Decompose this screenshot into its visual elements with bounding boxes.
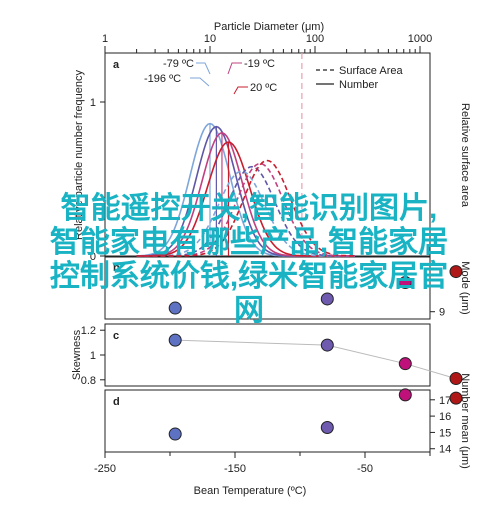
annotation-minus79: -79 ºC xyxy=(163,58,194,70)
legend-surface-area-label: Surface Area xyxy=(339,65,403,77)
panel-c-frame xyxy=(104,323,431,387)
annotation-leader-20 xyxy=(233,86,248,95)
panel-d-right-tick-label-0: 14 xyxy=(439,444,451,456)
panel-b-point-2 xyxy=(398,276,412,290)
panel-d-point-3 xyxy=(449,391,463,405)
bottom-tick-label-2: -50 xyxy=(357,463,373,475)
top-tick-label-0: 1 xyxy=(102,33,108,45)
panel-c-point-0 xyxy=(168,333,182,347)
panel-a-frame xyxy=(104,52,431,257)
curve-number-3 xyxy=(136,141,355,257)
watermark-line-2: 智能家电有哪些产品,智能家居 xyxy=(50,226,448,259)
axes-ticks: 1 10 100 1000 -250 -150 -50 0 1 9 0.8 1 1.2 14 15 16 17 xyxy=(81,33,452,475)
curve-surface-area-7 xyxy=(136,159,355,257)
panel-a-left-ylabel: Relative particle number frequency xyxy=(73,70,85,240)
annotation-20: 20 ºC xyxy=(250,82,277,94)
panel-c-left-tick-label-1: 1 xyxy=(90,350,96,362)
panel-c-letter: c xyxy=(113,330,119,342)
watermark-line-3: 控制系统价钱,绿米智能家居官 xyxy=(50,259,448,293)
top-axis-title: Particle Diameter (μm) xyxy=(214,21,324,33)
panel-a-right-ylabel: Relative surface area xyxy=(459,103,471,208)
panel-b-right-ylabel: Mode (μm) xyxy=(459,261,471,314)
panel-a-letter: a xyxy=(113,59,120,71)
panel-b-right-tick-label-0: 9 xyxy=(439,307,445,319)
panel-b-point-0 xyxy=(168,301,182,315)
bottom-tick-label-1: -150 xyxy=(224,463,246,475)
top-tick-label-1: 10 xyxy=(204,33,216,45)
panel-d-right-ylabel: Number mean (μm) xyxy=(459,373,471,469)
annotation-minus196: -196 ºC xyxy=(144,73,181,85)
scatter-points xyxy=(168,265,463,441)
panel-b-frame xyxy=(104,256,431,320)
top-tick-label-3: 1000 xyxy=(408,33,432,45)
panel-d-right-tick-label-1: 15 xyxy=(439,427,451,439)
panel-d-frame xyxy=(104,389,431,453)
panel-d-right-tick-label-2: 16 xyxy=(439,411,451,423)
skewness-trend-line xyxy=(175,339,457,380)
watermark-line-1: 智能遥控开关,智能识别图片, xyxy=(61,192,438,225)
bottom-axis-title: Bean Temperature (ºC) xyxy=(194,485,307,497)
annotation-minus19: -19 ºC xyxy=(244,58,275,70)
panel-d-point-0 xyxy=(168,427,182,441)
panel-d-point-2 xyxy=(398,388,412,402)
bottom-tick-label-0: -250 xyxy=(94,463,116,475)
panel-c-left-tick-label-0: 0.8 xyxy=(81,375,96,387)
panel-c-left-tick-label-2: 1.2 xyxy=(81,325,96,337)
annotation-leader-minus196 xyxy=(190,77,210,87)
panel-b-point-1 xyxy=(320,292,334,306)
panel-a-left-tick-label-1: 1 xyxy=(90,97,96,109)
panel-b-letter: b xyxy=(113,262,120,274)
temperature-annotations: -79 ºC -196 ºC -19 ºC 20 ºC xyxy=(144,58,277,95)
annotation-leader-minus79 xyxy=(196,62,211,75)
legend: Surface Area Number xyxy=(316,65,403,91)
panel-a-left-tick-label-0: 0 xyxy=(90,251,96,263)
legend-number-label: Number xyxy=(339,79,378,91)
panel-a-curves xyxy=(136,53,355,257)
watermark-line-4: 网 xyxy=(234,294,264,327)
panel-d-point-1 xyxy=(320,421,334,435)
panel-d-letter: d xyxy=(113,396,120,408)
panel-c-point-1 xyxy=(320,338,334,352)
panel-c-point-3 xyxy=(449,372,463,386)
panel-b-point-3 xyxy=(449,265,463,279)
panel-c-left-ylabel: Skewness xyxy=(71,329,83,380)
top-tick-label-2: 100 xyxy=(306,33,324,45)
panel-d-right-tick-label-3: 17 xyxy=(439,395,451,407)
panel-c-point-2 xyxy=(398,357,412,371)
watermark: 智能遥控开关,智能识别图片, 智能家电有哪些产品,智能家居 控制系统价钱,绿米智… xyxy=(50,192,448,327)
annotation-leader-minus19 xyxy=(227,62,242,75)
